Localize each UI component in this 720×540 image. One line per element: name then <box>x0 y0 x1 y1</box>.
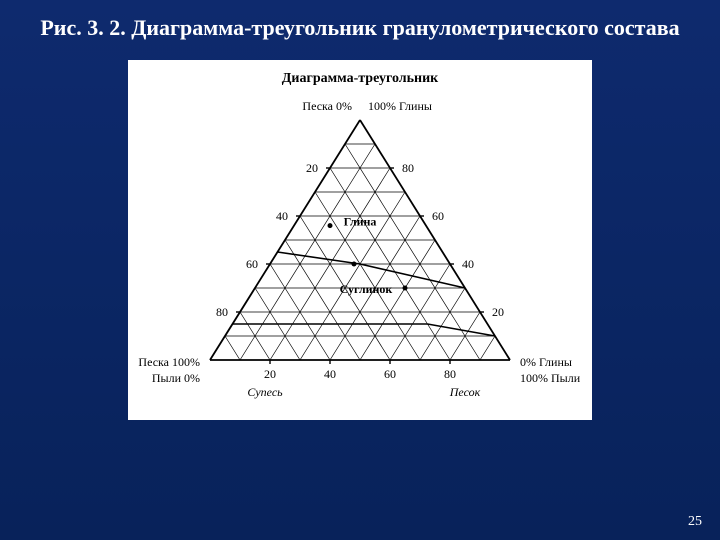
svg-text:Диаграмма-треугольник: Диаграмма-треугольник <box>282 71 439 86</box>
svg-text:80: 80 <box>402 161 414 175</box>
svg-text:Пыли 0%: Пыли 0% <box>152 371 200 385</box>
svg-text:40: 40 <box>324 367 336 381</box>
ternary-diagram-panel: Диаграмма-треугольник 20 40 60 80 80 60 40 20 20 4… <box>128 60 592 420</box>
svg-text:40: 40 <box>462 257 474 271</box>
svg-text:100% Глины: 100% Глины <box>368 99 432 113</box>
svg-text:0% Глины: 0% Глины <box>520 355 572 369</box>
svg-text:20: 20 <box>492 305 504 319</box>
svg-text:20: 20 <box>264 367 276 381</box>
slide-title: Рис. 3. 2. Диаграмма-треугольник грануло… <box>0 0 720 42</box>
svg-text:80: 80 <box>444 367 456 381</box>
svg-text:Песка 0%: Песка 0% <box>302 99 352 113</box>
svg-text:Глина: Глина <box>344 214 377 228</box>
slide-number: 25 <box>688 514 702 530</box>
svg-text:Песок: Песок <box>449 385 481 399</box>
ternary-diagram-svg: Диаграмма-треугольник 20 40 60 80 80 60 40 20 20 4… <box>128 60 592 420</box>
svg-text:60: 60 <box>432 209 444 223</box>
svg-text:Супесь: Супесь <box>247 385 283 399</box>
svg-text:20: 20 <box>306 161 318 175</box>
svg-text:60: 60 <box>384 367 396 381</box>
svg-text:60: 60 <box>246 257 258 271</box>
svg-text:100% Пыли: 100% Пыли <box>520 371 581 385</box>
svg-text:40: 40 <box>276 209 288 223</box>
svg-text:80: 80 <box>216 305 228 319</box>
svg-text:Песка 100%: Песка 100% <box>138 355 200 369</box>
svg-text:Суглинок: Суглинок <box>340 281 393 295</box>
